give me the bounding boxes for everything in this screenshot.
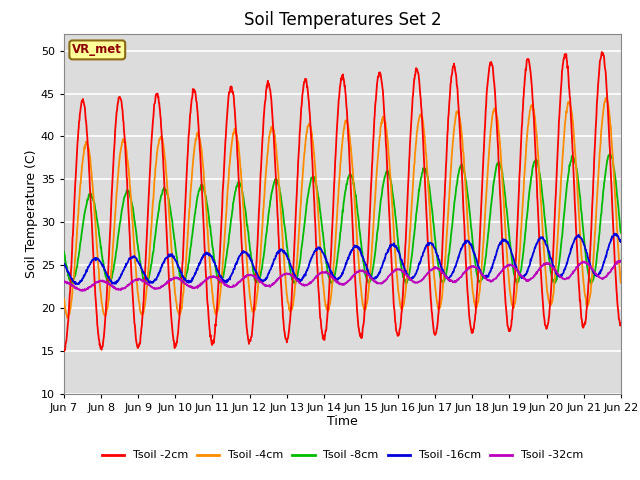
Legend: Tsoil -2cm, Tsoil -4cm, Tsoil -8cm, Tsoil -16cm, Tsoil -32cm: Tsoil -2cm, Tsoil -4cm, Tsoil -8cm, Tsoi… <box>97 446 588 465</box>
Title: Soil Temperatures Set 2: Soil Temperatures Set 2 <box>244 11 441 29</box>
Y-axis label: Soil Temperature (C): Soil Temperature (C) <box>25 149 38 278</box>
X-axis label: Time: Time <box>327 415 358 429</box>
Text: VR_met: VR_met <box>72 43 122 56</box>
